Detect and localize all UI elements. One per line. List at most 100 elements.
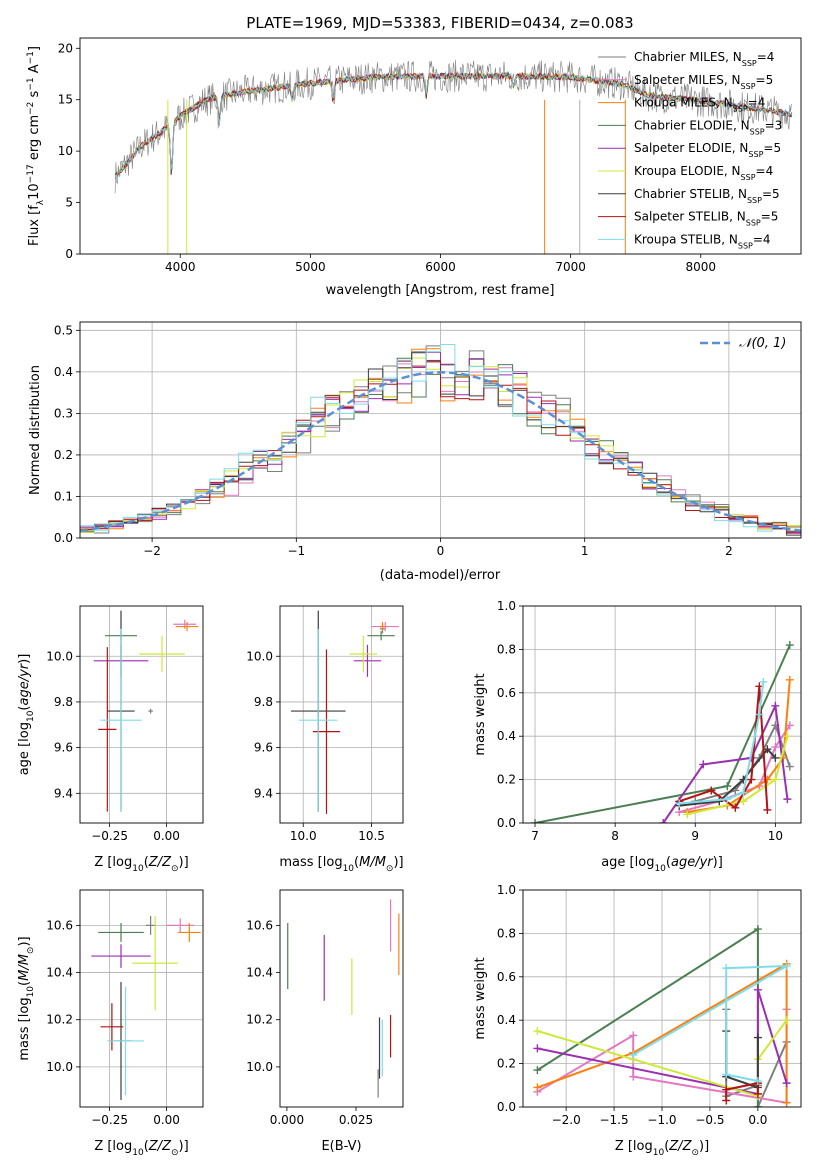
x-tick-label: 10.0 [290,829,317,843]
axes-frame [79,605,204,824]
legend-label-sub: SSP [733,104,748,113]
panel-residuals: −2 −1 0 1 2 0.0 0.1 0.2 0.3 0.4 0.5 (data-model)/er… [28,321,802,583]
weight-marker [722,964,731,973]
label-part: ( [17,981,32,986]
axes-frame [279,605,404,824]
y-axis-label: Flux [fλ10−17 erg cm−2 s−1 A−1] [26,46,46,246]
weight-line-kroupa-miles [687,679,791,814]
x-tick-label: 0.00 [153,1113,180,1127]
label-part: M/M [17,954,32,981]
y-tick-label: 10.0 [246,1060,273,1074]
axes-frame [79,889,204,1108]
y-tick-label: 0.2 [497,1057,516,1071]
label-part: −17 [26,164,36,183]
label-part: Z/Z [148,855,172,870]
y-tick-label: 0.6 [497,686,516,700]
y-tick-label: 0.4 [497,729,516,743]
errorbar-point [139,635,185,673]
legend-label-text: Salpeter ELODIE, N [634,141,748,155]
legend-label-count: =4 [757,50,775,64]
label-part: 10 [27,183,42,200]
legend-label-count: =4 [753,232,771,246]
weight-marker [782,1079,791,1088]
weight-marker [722,1096,731,1105]
legend-label-count: =4 [748,96,766,110]
errorbar-point [353,644,382,677]
x-axis-label: Z [log10(Z/Z⊙)] [94,855,188,874]
x-tick-label: −0.25 [91,829,128,843]
label-part: age [log [17,722,32,775]
legend-label-text: Salpeter MILES, N [634,73,741,87]
weight-marker [629,1031,638,1040]
x-tick-label: −1.0 [647,1113,676,1127]
plot-area [80,344,801,538]
weight-line-chabrier-elodie [536,927,759,1107]
errorbar-point [91,944,151,968]
legend-label-sub: SSP [746,218,761,227]
legend-label: Salpeter STELIB, NSSP=5 [634,210,778,228]
weight-marker [731,803,740,812]
x-tick-label: −1 [287,544,305,558]
y-tick-label: 0.6 [497,970,516,984]
y-tick-label: 15 [58,93,73,107]
model-line-salpeter-miles [114,71,623,176]
x-axis-label: Z [log10(Z/Z⊙)] [615,1139,709,1158]
weight-line-kroupa-elodie [686,735,789,816]
weight-marker [755,710,764,719]
grid-lines [280,606,403,823]
label-part: ( [354,855,359,870]
weight-marker [771,775,780,784]
legend-label-text: Kroupa ELODIE, N [634,164,741,178]
panel-spectrum: 4000 5000 6000 7000 8000 0 5 10 15 20 wavelength [… [26,37,802,298]
weight-marker [782,1016,791,1025]
label-part: 10 [26,710,36,722]
legend-label-count: =5 [761,210,779,224]
axes-frame [522,605,802,824]
weight-line-kroupa-stelib [679,681,765,805]
x-tick-label: 9 [691,829,699,843]
errorbar-point [148,708,153,714]
weight-marker [763,805,772,814]
gaussian-curve [80,371,801,532]
legend-label-text: Chabrier STELIB, N [634,187,747,201]
weight-marker [659,819,668,823]
y-tick-label: 9.8 [254,695,273,709]
label-part: Z/Z [668,1139,692,1154]
label-part: ( [144,1139,149,1154]
x-tick-label: 0.025 [339,1113,373,1127]
label-part: 10 [132,864,144,874]
y-tick-label: 0.8 [497,926,516,940]
label-part: 10 [26,986,36,998]
legend-label-sub: SSP [748,150,763,159]
y-tick-label: 0.4 [54,365,73,379]
x-tick-label: 0.00 [153,829,180,843]
y-tick-label: 10.0 [46,649,73,663]
label-part: Flux [f [27,205,42,246]
errorbar-point [349,635,378,673]
x-tick-label: 7000 [555,260,586,274]
label-part: )] [17,936,32,946]
weight-marker [533,1027,542,1036]
label-part: ⊙ [691,1148,699,1158]
legend-label: 𝒩(0, 1) [739,336,786,351]
y-tick-label: 9.4 [254,786,273,800]
x-tick-label: 4000 [165,260,196,274]
legend-label-count: =4 [756,164,774,178]
weight-marker [699,760,708,769]
x-tick-label: −2 [143,544,161,558]
legend-label: Kroupa ELODIE, NSSP=4 [634,164,773,182]
errorbar-point [367,631,395,641]
x-axis-label: Z [log10(Z/Z⊙)] [94,1139,188,1158]
weight-marker [782,1098,791,1107]
legend-label-sub: SSP [747,195,762,204]
x-tick-label: −0.5 [695,1113,724,1127]
plot-area [91,915,201,1100]
weight-marker [753,985,762,994]
label-part: 10 [653,1148,665,1158]
label-part: )] [699,1139,709,1154]
y-tick-label: 20 [58,41,73,55]
weight-marker [715,797,724,806]
weight-marker [739,788,748,797]
